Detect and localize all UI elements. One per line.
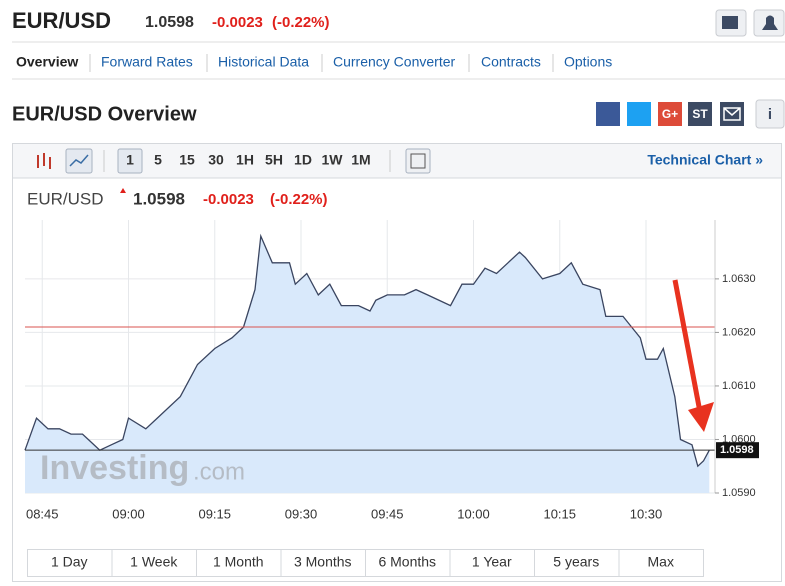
x-tick-label: 09:00	[112, 506, 145, 521]
interval[interactable]: 30	[208, 152, 224, 168]
range-button[interactable]	[449, 549, 535, 577]
range-label: 1 Year	[472, 554, 512, 570]
price: 1.0598	[145, 14, 194, 31]
stocktwits-label: ST	[692, 107, 708, 121]
y-tick-label: 1.0630	[722, 273, 756, 285]
price-marker	[120, 188, 126, 193]
chart: EUR/USD 1.0598 -0.0023 (-0.22%) Investing .co…	[24, 188, 759, 521]
interval[interactable]: 1H	[236, 152, 254, 168]
facebook-button[interactable]	[596, 102, 620, 126]
watermark: Investing	[40, 449, 189, 487]
chart-change-pct: (-0.22%)	[270, 191, 328, 208]
line-icon	[69, 154, 89, 167]
x-tick-label: 08:45	[26, 506, 59, 521]
y-tick-label: 1.0620	[722, 326, 756, 338]
technical-chart-link[interactable]: Technical Chart »	[647, 152, 763, 168]
interval[interactable]: 15	[179, 152, 195, 168]
info-button[interactable]	[755, 99, 785, 129]
range-label: 1 Month	[213, 554, 264, 570]
tab[interactable]: Forward Rates	[101, 54, 193, 70]
x-tick-label: 09:30	[285, 506, 318, 521]
range-button[interactable]	[534, 549, 620, 577]
annotation-arrow	[672, 279, 703, 413]
googleplus-button[interactable]	[658, 102, 682, 126]
range-label: 1 Day	[51, 554, 88, 570]
range-button[interactable]	[27, 549, 113, 577]
y-tick-label: 1.0590	[722, 487, 756, 499]
ranges: 1 Day 1 Week 1 Month 3 Months 6 Months 1 Year…	[27, 549, 704, 577]
settings-button[interactable]	[405, 148, 431, 174]
range-button[interactable]	[365, 549, 451, 577]
settings-icon	[410, 153, 426, 169]
x-tick-label: 10:00	[457, 506, 490, 521]
stocktwits-button[interactable]	[688, 102, 712, 126]
tab[interactable]: Contracts	[481, 54, 541, 70]
intervals: 1 5 15 30 1H 5H 1D 1W 1M	[117, 148, 371, 174]
candle-icon	[37, 153, 51, 169]
chart-title: EUR/USD	[27, 189, 104, 208]
interval[interactable]: 5H	[265, 152, 283, 168]
tabs: Overview Forward Rates Historical Data Curr…	[16, 54, 612, 72]
range-button[interactable]	[618, 549, 704, 577]
range-label: 5 years	[553, 554, 599, 570]
info-label: i	[768, 106, 772, 123]
tab[interactable]: Overview	[16, 54, 78, 70]
annotation-arrowhead	[688, 402, 714, 432]
interval[interactable]: 1D	[294, 152, 312, 168]
interval[interactable]: 1	[126, 152, 134, 168]
tab[interactable]: Options	[564, 54, 612, 70]
alert-icon	[762, 15, 778, 30]
tab[interactable]: Historical Data	[218, 54, 309, 70]
last-price-badge	[716, 442, 759, 459]
googleplus-label: G+	[662, 107, 678, 121]
interval[interactable]: 1M	[351, 152, 370, 168]
twitter-button[interactable]	[627, 102, 651, 126]
tab[interactable]: Currency Converter	[333, 54, 455, 70]
y-tick-label: 1.0610	[722, 380, 756, 392]
area	[25, 236, 710, 493]
chart-price: 1.0598	[133, 189, 185, 208]
portfolio-icon	[722, 16, 738, 29]
interval[interactable]: 5	[154, 152, 162, 168]
range-label: 6 Months	[378, 554, 436, 570]
chart-change: -0.0023	[203, 191, 254, 208]
x-tick-label: 10:30	[630, 506, 663, 521]
watermark-suffix: .com	[193, 458, 245, 485]
x-tick-label: 09:15	[198, 506, 231, 521]
last-price-label: 1.0598	[720, 444, 754, 456]
range-button[interactable]	[196, 549, 282, 577]
range-label: 3 Months	[294, 554, 352, 570]
interval[interactable]: 1W	[322, 152, 344, 168]
price-line	[24, 233, 710, 468]
range-label: 1 Week	[130, 554, 178, 570]
range-label: Max	[648, 554, 674, 570]
change: -0.0023	[212, 14, 263, 31]
symbol: EUR/USD	[12, 8, 111, 33]
x-tick-label: 09:45	[371, 506, 404, 521]
x-tick-label: 10:15	[543, 506, 576, 521]
section-title: EUR/USD Overview	[12, 103, 197, 125]
mail-icon	[723, 107, 741, 121]
change-pct: (-0.22%)	[272, 14, 330, 31]
interval-active[interactable]	[117, 148, 143, 174]
